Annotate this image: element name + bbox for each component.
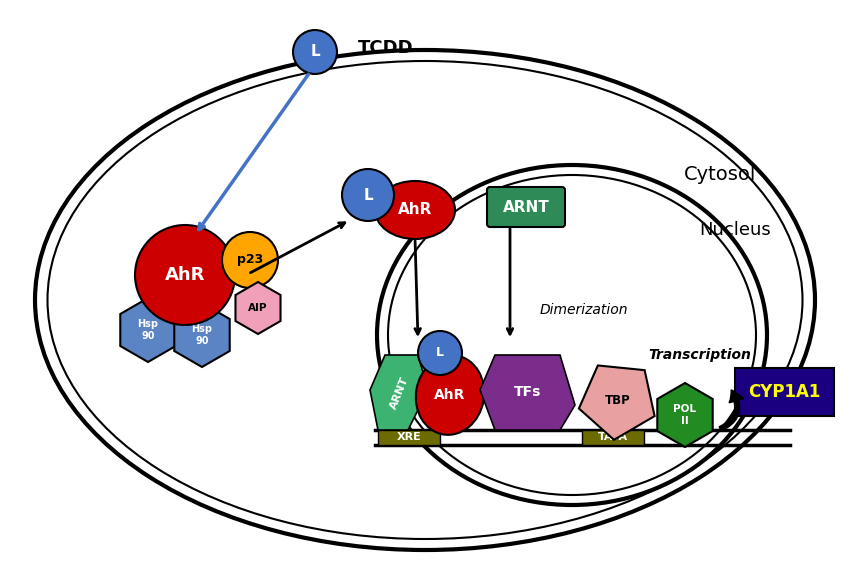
Circle shape: [222, 232, 278, 288]
Polygon shape: [579, 366, 654, 440]
Ellipse shape: [416, 355, 484, 435]
Text: Hsp
90: Hsp 90: [191, 324, 212, 346]
Text: L: L: [363, 188, 373, 202]
FancyBboxPatch shape: [378, 430, 440, 445]
Text: POL
II: POL II: [673, 404, 696, 426]
Text: L: L: [436, 346, 444, 359]
Text: ARNT: ARNT: [389, 375, 411, 411]
Ellipse shape: [375, 181, 455, 239]
Polygon shape: [480, 355, 575, 430]
Ellipse shape: [377, 165, 767, 505]
Text: TBP: TBP: [605, 393, 631, 407]
Text: Dimerization: Dimerization: [540, 303, 628, 317]
Text: AhR: AhR: [434, 388, 466, 402]
Text: TFs: TFs: [514, 385, 541, 399]
Circle shape: [293, 30, 337, 74]
Text: L: L: [310, 44, 320, 60]
Polygon shape: [174, 303, 230, 367]
Circle shape: [135, 225, 235, 325]
Ellipse shape: [35, 50, 815, 550]
Text: Nucleus: Nucleus: [699, 221, 771, 239]
Text: ARNT: ARNT: [502, 200, 549, 214]
FancyBboxPatch shape: [487, 187, 565, 227]
Circle shape: [342, 169, 394, 221]
Polygon shape: [121, 298, 176, 362]
FancyBboxPatch shape: [735, 368, 834, 416]
Text: AhR: AhR: [398, 202, 432, 218]
Text: Transcription: Transcription: [649, 348, 751, 362]
Text: AhR: AhR: [165, 266, 205, 284]
Text: CYP1A1: CYP1A1: [748, 383, 820, 401]
Text: Hsp
90: Hsp 90: [138, 319, 158, 341]
Polygon shape: [657, 383, 712, 447]
Text: TATA: TATA: [598, 432, 628, 442]
Polygon shape: [370, 355, 428, 430]
FancyBboxPatch shape: [582, 430, 644, 445]
Text: XRE: XRE: [397, 432, 422, 442]
FancyArrowPatch shape: [720, 390, 743, 431]
Polygon shape: [235, 282, 280, 334]
Circle shape: [418, 331, 462, 375]
Text: p23: p23: [237, 253, 264, 266]
Text: AIP: AIP: [248, 303, 268, 313]
Text: TCDD: TCDD: [358, 39, 414, 57]
Text: Cytosol: Cytosol: [683, 166, 756, 184]
